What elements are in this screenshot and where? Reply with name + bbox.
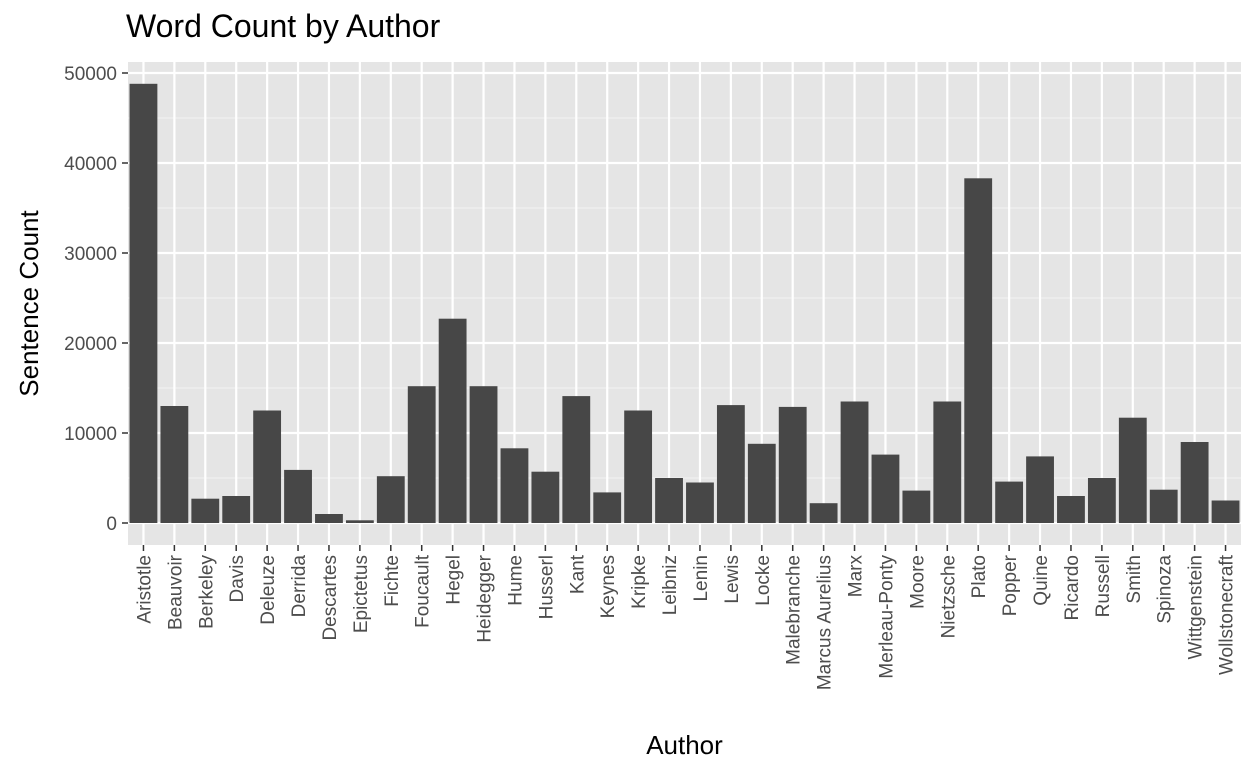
bar-russell (1087, 478, 1116, 523)
x-axis: Aristotle Beauvoir Berkeley Davis Deleuze Der… (134, 545, 1238, 690)
x-tick-label: Kripke (629, 555, 650, 609)
x-tick-label: Lenin (691, 555, 712, 602)
x-tick-label: Marx (846, 555, 867, 598)
x-tick-label: Fichte (382, 555, 403, 607)
y-axis-title: Sentence Count (14, 209, 44, 396)
x-tick-label: Foucault (413, 554, 434, 628)
x-tick-label: Moore (907, 555, 928, 609)
bar-hegel (438, 318, 467, 523)
x-tick-label: Popper (1000, 554, 1021, 616)
x-tick-label: Leibniz (660, 555, 681, 615)
x-tick-label: Hegel (444, 555, 465, 605)
bar-keynes (593, 492, 622, 523)
y-tick-label: 50000 (64, 64, 117, 85)
x-tick-label: Wittgenstein (1186, 555, 1207, 660)
bar-marx (840, 401, 869, 523)
minor-gridlines (128, 117, 1241, 479)
y-tick-label: 0 (106, 514, 117, 535)
x-tick-label: Derrida (289, 555, 310, 618)
bar-deleuze (253, 410, 282, 523)
x-tick-label: Descartes (320, 555, 341, 641)
x-tick-label: Husserl (536, 555, 557, 619)
bar-wollstonecraft (1211, 500, 1240, 523)
bar-foucault (407, 386, 436, 523)
bar-aristotle (129, 83, 158, 524)
x-tick-label: Spinoza (1155, 555, 1176, 624)
x-tick-label: Quine (1031, 555, 1052, 606)
bar-berkeley (191, 498, 220, 523)
bar-lewis (716, 405, 745, 523)
bar-nietzsche (933, 401, 962, 523)
x-tick-label: Keynes (598, 555, 619, 618)
x-tick-label: Deleuze (258, 555, 279, 625)
bar-locke (747, 443, 776, 523)
x-tick-label: Plato (969, 555, 990, 598)
bar-lenin (686, 482, 714, 523)
bar-marcus-aurelius (809, 503, 838, 523)
bar-moore (902, 490, 931, 523)
bar-beauvoir (160, 406, 189, 523)
x-tick-label: Lewis (722, 555, 743, 604)
x-tick-label: Merleau-Ponty (876, 555, 897, 679)
plot-panel (128, 62, 1241, 545)
bar-smith (1118, 417, 1147, 523)
x-tick-label: Aristotle (134, 555, 155, 624)
y-axis: 0 10000 20000 30000 40000 50000 (64, 64, 128, 535)
bar-davis (222, 496, 251, 523)
x-tick-label: Wollstonecraft (1217, 554, 1238, 675)
x-tick-label: Hume (505, 555, 526, 606)
x-tick-label: Ricardo (1062, 555, 1083, 620)
bar-hume (500, 448, 529, 523)
bar-husserl (531, 471, 560, 523)
bar-merleau-ponty (871, 454, 900, 523)
y-tick-label: 10000 (64, 424, 117, 445)
bar-ricardo (1057, 496, 1085, 523)
bar-plato (964, 178, 993, 524)
x-tick-label: Nietzsche (938, 555, 959, 638)
bar-kripke (624, 410, 653, 523)
chart-title: Word Count by Author (126, 8, 441, 44)
x-tick-label: Locke (753, 555, 774, 606)
bar-wittgenstein (1180, 442, 1209, 523)
bar-malebranche (778, 406, 807, 523)
x-tick-label: Davis (227, 555, 248, 603)
bar-popper (995, 481, 1024, 523)
y-tick-label: 40000 (64, 154, 117, 175)
bar-derrida (284, 469, 312, 523)
y-tick-label: 20000 (64, 334, 117, 355)
y-tick-label: 30000 (64, 244, 117, 265)
bar-epictetus (345, 520, 374, 523)
x-tick-label: Berkeley (196, 555, 217, 629)
bar-kant (562, 396, 591, 523)
x-tick-label: Heidegger (475, 554, 496, 642)
x-tick-label: Epictetus (351, 555, 372, 633)
x-tick-label: Russell (1093, 555, 1114, 617)
bar-leibniz (655, 478, 683, 523)
bars (129, 83, 1240, 524)
x-tick-label: Smith (1124, 555, 1145, 604)
x-tick-label: Beauvoir (165, 554, 186, 630)
bar-heidegger (469, 386, 498, 523)
x-tick-label: Kant (567, 554, 588, 594)
bar-quine (1026, 456, 1054, 523)
x-axis-title: Author (646, 730, 723, 760)
bar-descartes (315, 514, 343, 523)
x-tick-label: Marcus Aurelius (815, 555, 836, 690)
x-tick-label: Malebranche (784, 555, 805, 665)
bar-fichte (376, 476, 405, 523)
bar-spinoza (1149, 489, 1178, 523)
